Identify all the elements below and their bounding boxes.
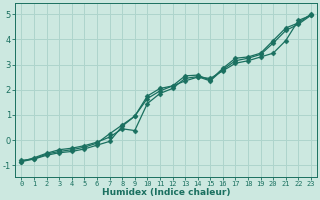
X-axis label: Humidex (Indice chaleur): Humidex (Indice chaleur) — [102, 188, 230, 197]
